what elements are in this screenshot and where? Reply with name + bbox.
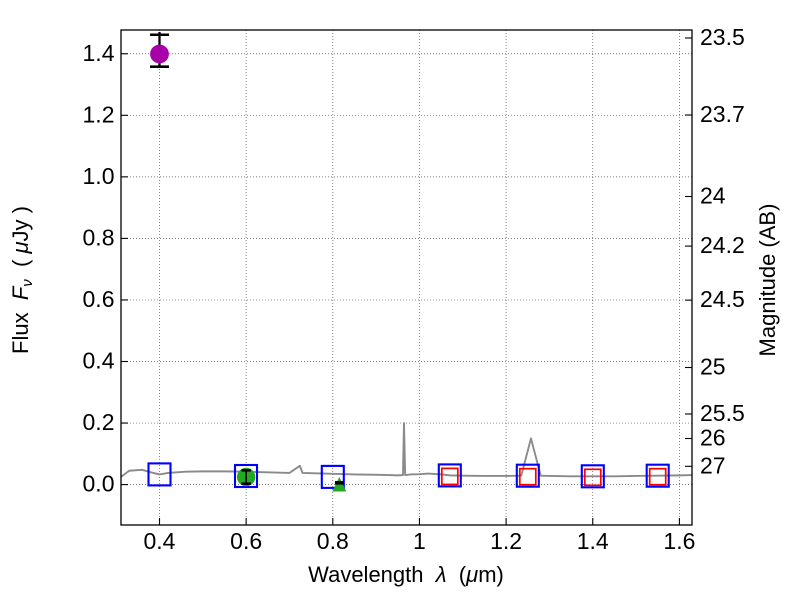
svg-text:1.0: 1.0 bbox=[83, 163, 115, 189]
svg-text:24.2: 24.2 bbox=[700, 232, 745, 258]
svg-text:24: 24 bbox=[700, 183, 726, 209]
svg-text:Flux Fν ( μJy ): Flux Fν ( μJy ) bbox=[8, 206, 36, 354]
svg-text:1: 1 bbox=[413, 528, 426, 554]
svg-text:0.8: 0.8 bbox=[317, 528, 349, 554]
svg-text:Wavelength λ (μm): Wavelength λ (μm) bbox=[308, 562, 504, 587]
svg-text:1.4: 1.4 bbox=[577, 528, 609, 554]
svg-text:1.2: 1.2 bbox=[490, 528, 522, 554]
svg-text:26: 26 bbox=[700, 425, 726, 451]
svg-text:23.5: 23.5 bbox=[700, 24, 745, 50]
svg-text:0.6: 0.6 bbox=[83, 286, 115, 312]
svg-text:0.2: 0.2 bbox=[83, 409, 115, 435]
svg-text:0.4: 0.4 bbox=[83, 348, 115, 374]
svg-text:1.4: 1.4 bbox=[83, 40, 115, 66]
svg-text:0.8: 0.8 bbox=[83, 224, 115, 250]
svg-text:0.6: 0.6 bbox=[230, 528, 262, 554]
svg-text:27: 27 bbox=[700, 452, 726, 478]
svg-text:0.0: 0.0 bbox=[83, 471, 115, 497]
svg-text:Magnitude (AB): Magnitude (AB) bbox=[755, 204, 780, 357]
svg-text:0.4: 0.4 bbox=[144, 528, 176, 554]
svg-text:25.5: 25.5 bbox=[700, 400, 745, 426]
svg-text:23.7: 23.7 bbox=[700, 101, 745, 127]
svg-text:1.6: 1.6 bbox=[663, 528, 695, 554]
svg-text:25: 25 bbox=[700, 354, 726, 380]
svg-text:1.2: 1.2 bbox=[83, 101, 115, 127]
svg-text:24.5: 24.5 bbox=[700, 286, 745, 312]
